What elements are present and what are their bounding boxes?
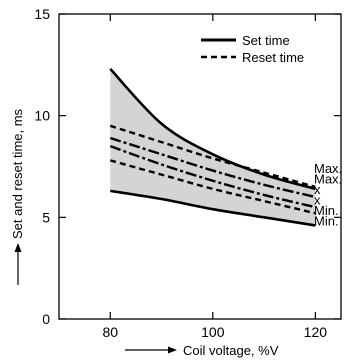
- y-tick-label: 0: [42, 311, 50, 327]
- y-tick-label: 5: [42, 209, 50, 225]
- x-tick-label: 80: [102, 324, 118, 340]
- y-axis-title-group: Set and reset time, ms: [10, 108, 25, 285]
- y-axis-title: Set and reset time, ms: [10, 108, 25, 239]
- y-tick-labels: 0 5 10 15: [34, 6, 50, 327]
- series-line-set-min: [110, 189, 316, 227]
- tick-group: [59, 13, 341, 320]
- end-label-reset-min: Min.: [314, 203, 339, 218]
- series-line-set-max: [109, 68, 316, 191]
- plot-frame: [58, 13, 342, 320]
- x-tick-label: 100: [201, 324, 225, 340]
- x-axis-arrowhead: [168, 346, 177, 354]
- x-axis-title-group: Coil voltage, %V: [125, 343, 279, 358]
- legend-label-set-time: Set time: [242, 33, 290, 48]
- series-group: [109, 68, 316, 227]
- legend: Set time Reset time: [201, 33, 304, 65]
- end-label-set-avg: x: [314, 182, 321, 197]
- end-label-set-max: Max.: [314, 161, 342, 176]
- end-label-reset-avg: x: [314, 193, 321, 208]
- end-label-set-min: Min.: [314, 214, 339, 229]
- x-tick-label: 120: [304, 324, 328, 340]
- end-label-reset-max: Max.: [314, 172, 342, 187]
- shaded-range-band: [110, 68, 316, 226]
- series-line-reset-avg: [109, 145, 316, 209]
- x-axis-title: Coil voltage, %V: [183, 343, 279, 358]
- y-tick-label: 10: [34, 108, 50, 124]
- y-tick-label: 15: [34, 6, 50, 22]
- series-line-set-avg: [109, 136, 316, 199]
- legend-label-reset-time: Reset time: [242, 50, 304, 65]
- y-axis-arrowhead: [14, 243, 22, 252]
- x-tick-labels: 80 100 120: [102, 324, 327, 340]
